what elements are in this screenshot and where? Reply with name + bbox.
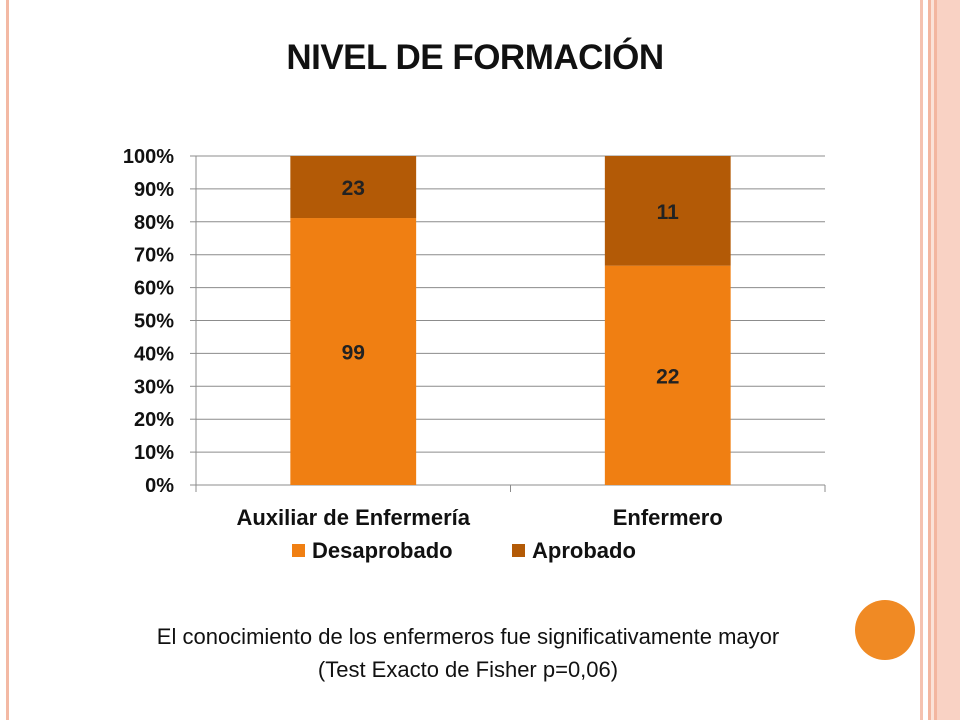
y-tick-label: 30% [134,376,174,398]
y-tick-label: 80% [134,212,174,234]
y-tick-label: 0% [145,475,174,497]
data-label: 23 [342,177,365,200]
x-tick-label: Auxiliar de Enfermería [236,505,470,530]
caption-line-1: El conocimiento de los enfermeros fue si… [156,624,780,649]
y-tick-label: 20% [134,409,174,431]
y-tick-label: 50% [134,311,174,333]
bar-aprobado [290,156,417,219]
y-tick-label: 10% [134,442,174,464]
slide-frame-left [6,0,9,720]
y-tick-label: 60% [134,278,174,300]
y-tick-label: 100% [123,146,174,168]
y-tick-label: 40% [134,343,174,365]
legend-swatch [292,544,305,557]
bar-desaprobado [604,265,731,485]
y-tick-label: 90% [134,179,174,201]
data-label: 22 [656,365,679,388]
legend-swatch [512,544,525,557]
bar-aprobado [604,156,731,266]
legend-label: Desaprobado [312,538,453,563]
x-tick-label: Enfermero [613,505,723,530]
y-tick-label: 70% [134,245,174,267]
chart: 0% 10% 20% 30% 40% 50% 60% 70% 80% 90% 100% 99 23 Aux… [123,146,826,563]
legend-label: Aprobado [532,538,636,563]
data-label: 99 [342,342,365,365]
caption-line-2: (Test Exacto de Fisher p=0,06) [317,657,619,682]
data-label: 11 [657,201,680,224]
chart-title: NIVEL DE FORMACIÓN [286,38,664,77]
decorative-circle [855,600,915,660]
slide-frame-right [918,0,960,720]
bar-desaprobado [290,218,417,485]
